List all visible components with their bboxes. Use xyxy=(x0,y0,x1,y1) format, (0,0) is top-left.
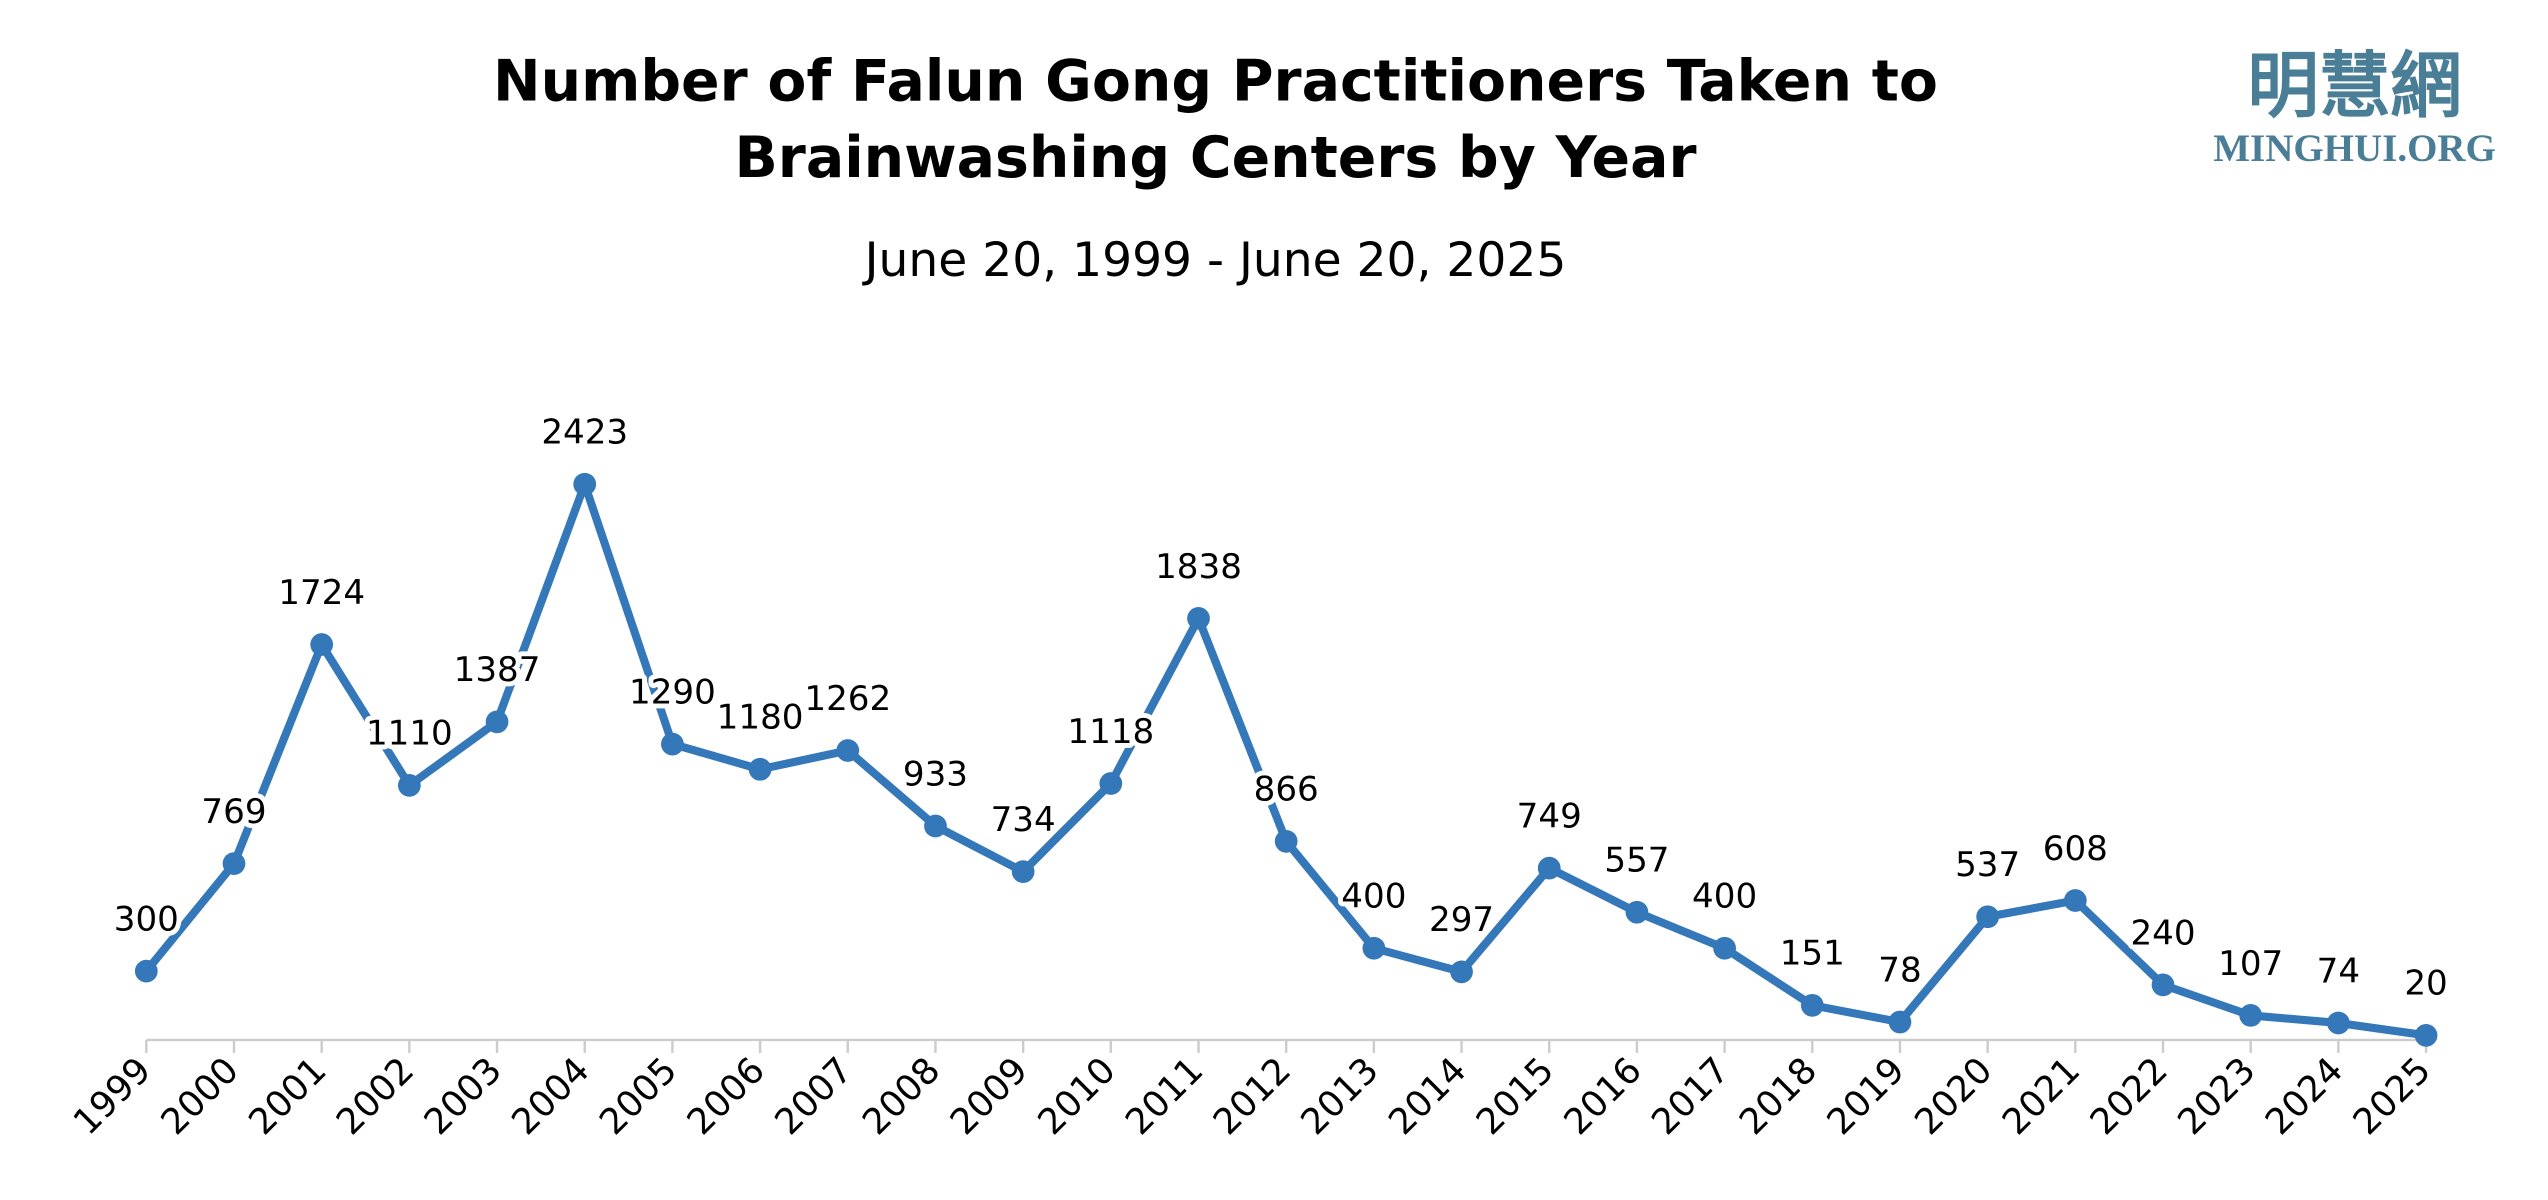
data-label: 107 xyxy=(2218,944,2283,984)
data-label: 734 xyxy=(991,800,1056,840)
data-label: 1180 xyxy=(717,698,804,738)
x-tick-label: 2020 xyxy=(1907,1050,2000,1143)
x-tick-label: 2022 xyxy=(2083,1050,2176,1143)
point xyxy=(836,739,860,762)
x-tick-label: 2002 xyxy=(329,1050,422,1143)
point xyxy=(1362,936,1386,960)
point xyxy=(2239,1004,2263,1027)
x-tick-label: 2008 xyxy=(855,1050,948,1143)
x-tick-label: 2015 xyxy=(1469,1050,1562,1143)
x-tick-label: 2012 xyxy=(1206,1050,1299,1143)
data-label: 1838 xyxy=(1155,547,1242,587)
point xyxy=(1011,860,1035,883)
x-tick-label: 2013 xyxy=(1293,1050,1386,1143)
x-tick-label: 2004 xyxy=(504,1050,597,1143)
data-label: 866 xyxy=(1254,770,1319,810)
data-label: 1262 xyxy=(804,679,891,719)
point xyxy=(310,633,334,656)
x-tick-label: 2025 xyxy=(2346,1050,2439,1143)
data-label: 1110 xyxy=(366,714,453,754)
point xyxy=(1625,900,1649,924)
x-tick-label: 2019 xyxy=(1820,1050,1913,1143)
x-tick-label: 2010 xyxy=(1030,1050,1123,1143)
x-tick-label: 2018 xyxy=(1732,1050,1825,1143)
data-label: 151 xyxy=(1780,934,1845,974)
x-tick-label: 2023 xyxy=(2170,1050,2263,1143)
data-label: 78 xyxy=(1878,950,1921,990)
point xyxy=(1099,772,1123,795)
point xyxy=(2063,889,2087,912)
point xyxy=(1187,607,1210,630)
data-label: 557 xyxy=(1604,841,1669,881)
data-label: 240 xyxy=(2130,913,2195,953)
point xyxy=(222,852,246,875)
x-tick-label: 2014 xyxy=(1381,1050,1474,1143)
point xyxy=(2414,1023,2438,1047)
point xyxy=(134,959,158,983)
point xyxy=(748,757,772,781)
data-label: 20 xyxy=(2404,964,2447,1004)
point xyxy=(1888,1010,1912,1034)
line xyxy=(143,480,2427,1040)
data-label: 537 xyxy=(1955,845,2020,885)
chart-title: Brainwashing Centers by Year xyxy=(734,125,1696,191)
data-label: 1724 xyxy=(278,573,365,613)
point xyxy=(1450,960,1473,984)
x-tick-label: 2006 xyxy=(680,1050,773,1143)
point xyxy=(1800,993,1824,1017)
x-tick-label: 2016 xyxy=(1556,1050,1649,1143)
data-label: 933 xyxy=(903,754,968,794)
data-label: 608 xyxy=(2043,829,2108,869)
x-tick-label: 2021 xyxy=(1995,1050,2088,1143)
chart-subtitle: June 20, 1999 - June 20, 2025 xyxy=(862,233,1567,288)
logo-site: MINGHUI.ORG xyxy=(2213,127,2496,170)
data-label: 769 xyxy=(201,792,266,832)
x-tick-label: 2003 xyxy=(417,1050,510,1143)
point xyxy=(573,472,597,496)
point xyxy=(1537,856,1561,880)
point xyxy=(661,732,684,756)
x-tick-label: 1999 xyxy=(66,1050,159,1143)
data-label: 400 xyxy=(1692,877,1757,917)
point xyxy=(2327,1011,2350,1035)
point xyxy=(397,773,421,797)
x-tick-label: 2009 xyxy=(943,1050,1036,1143)
data-label: 1290 xyxy=(629,672,716,712)
point xyxy=(2151,973,2175,997)
point xyxy=(1713,936,1736,960)
point xyxy=(1976,905,2000,929)
data-label: 2423 xyxy=(541,413,628,453)
data-label: 300 xyxy=(114,900,179,940)
x-tick-label: 2007 xyxy=(767,1050,860,1143)
x-tick-label: 2011 xyxy=(1118,1050,1211,1143)
data-label: 1387 xyxy=(454,650,541,690)
data-label: 74 xyxy=(2317,951,2360,991)
x-tick-label: 2017 xyxy=(1644,1050,1737,1143)
data-label: 1118 xyxy=(1067,712,1154,752)
x-tick-label: 2001 xyxy=(241,1050,334,1143)
point xyxy=(924,814,947,838)
x-tick-label: 2005 xyxy=(592,1050,685,1143)
data-label: 297 xyxy=(1429,900,1494,940)
data-label: 400 xyxy=(1341,877,1406,917)
logo-chinese: 明慧網 xyxy=(2247,43,2461,127)
x-tick-label: 2024 xyxy=(2258,1050,2351,1143)
chart-title: Number of Falun Gong Practitioners Taken… xyxy=(493,49,1938,115)
x-tick-label: 2000 xyxy=(154,1050,247,1143)
point xyxy=(1274,829,1298,853)
data-label: 749 xyxy=(1517,797,1582,837)
point xyxy=(485,710,509,734)
